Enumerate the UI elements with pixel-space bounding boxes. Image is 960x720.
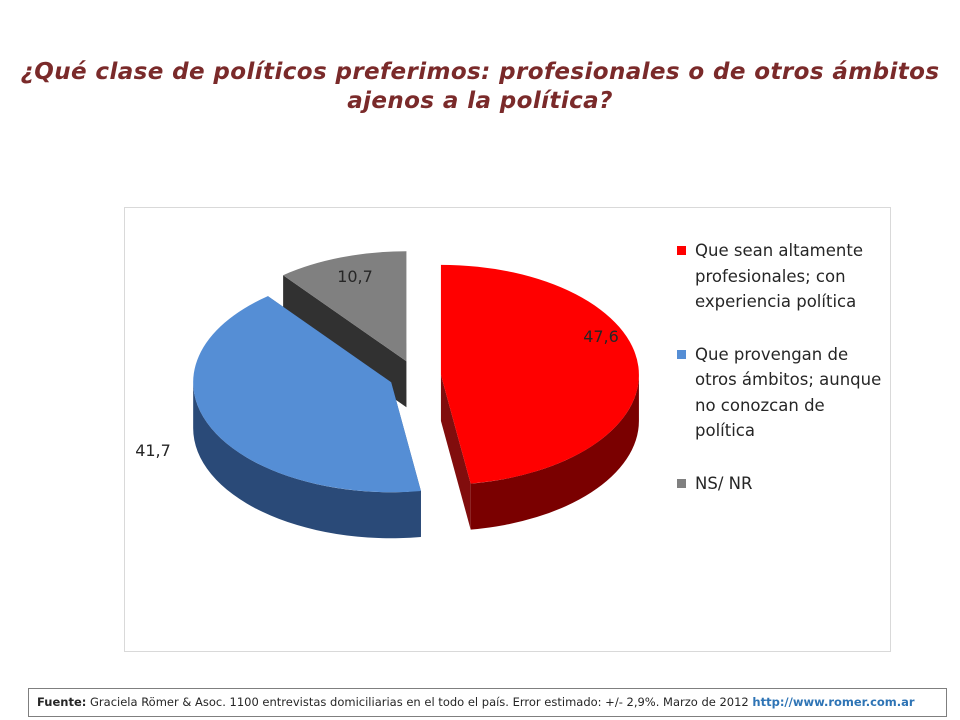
chart-area: 47,6 41,7 10,7 Que sean altamente profesio… <box>124 207 891 652</box>
legend-label-profesionales: Que sean altamente profesionales; con ex… <box>695 241 863 311</box>
pie-slice-otros-ambitos <box>193 296 421 539</box>
legend-swatch-otros-ambitos <box>677 349 686 359</box>
legend-label-ns-nr: NS/ NR <box>695 473 753 493</box>
pie-slice-side-otros-ambitos <box>193 382 421 539</box>
footer-text: Graciela Römer & Asoc. 1100 entrevistas … <box>86 695 753 709</box>
pie-slice-top-profesionales <box>440 264 639 484</box>
legend-item-profesionales: Que sean altamente profesionales; con ex… <box>677 238 887 315</box>
pie-slice-top-otros-ambitos <box>193 296 421 493</box>
pie-slice-side-profesionales <box>470 374 639 530</box>
title-line-2: ajenos a la política? <box>347 88 613 114</box>
legend-item-ns-nr: NS/ NR <box>677 471 887 497</box>
footer-label: Fuente: <box>37 695 87 709</box>
pie-slice-top-ns-nr <box>283 251 407 362</box>
data-label-ns-nr: 10,7 <box>337 267 373 286</box>
pie-chart: 47,6 41,7 10,7 <box>135 251 639 539</box>
pie-slice-wall-profesionales-1 <box>440 374 471 530</box>
legend-swatch-profesionales <box>677 246 686 255</box>
pie-slice-profesionales <box>440 264 639 530</box>
source-footer: Fuente: Graciela Römer & Asoc. 1100 entr… <box>28 688 947 717</box>
footer-link[interactable]: http://www.romer.com.ar <box>752 695 915 709</box>
data-label-profesionales: 47,6 <box>583 327 619 346</box>
legend-label-otros-ambitos: Que provengan de otros ámbitos; aunque n… <box>695 344 882 441</box>
data-label-otros-ambitos: 41,7 <box>135 441 171 460</box>
title-line-1: ¿Qué clase de políticos preferimos: prof… <box>20 59 940 85</box>
legend-item-otros-ambitos: Que provengan de otros ámbitos; aunque n… <box>677 342 887 444</box>
chart-title: ¿Qué clase de políticos preferimos: prof… <box>0 58 960 116</box>
chart-legend: Que sean altamente profesionales; con ex… <box>677 238 887 523</box>
legend-swatch-ns-nr <box>677 478 686 488</box>
